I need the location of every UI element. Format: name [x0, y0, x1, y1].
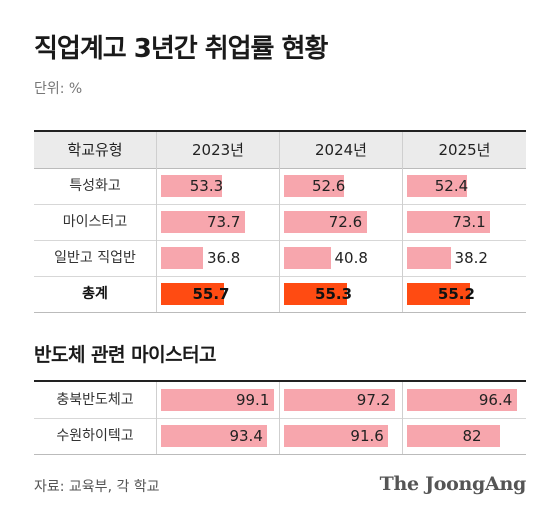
row-divider	[34, 418, 526, 419]
column-divider	[402, 418, 403, 454]
data-label: 52.4	[434, 177, 469, 195]
bar	[284, 211, 367, 233]
table-bottom-rule	[34, 312, 526, 313]
header-school-type: 학교유형	[67, 141, 123, 159]
bar	[161, 389, 274, 411]
bar	[161, 283, 225, 305]
column-divider	[402, 204, 403, 240]
column-divider	[279, 132, 280, 168]
row-label: 수원하이텍고	[56, 428, 134, 444]
column-divider	[279, 168, 280, 204]
column-divider	[279, 382, 280, 418]
row-label: 총계	[82, 286, 108, 302]
data-label: 99.1	[235, 391, 270, 409]
row-label: 일반고 직업반	[54, 250, 136, 266]
bar	[407, 211, 491, 233]
bar	[161, 425, 268, 447]
data-label: 73.7	[207, 213, 241, 231]
bar	[284, 425, 389, 447]
bar	[161, 211, 246, 233]
table-row: 수원하이텍고 93.4 91.6 82	[34, 418, 526, 454]
table-top-rule	[34, 380, 526, 382]
data-label: 36.8	[206, 249, 241, 267]
column-divider	[402, 240, 403, 276]
bar	[407, 247, 451, 269]
column-divider	[156, 240, 157, 276]
column-divider	[156, 382, 157, 418]
total-row: 총계 55.7 55.3 55.2	[34, 276, 526, 312]
column-divider	[279, 418, 280, 454]
table-bottom-rule	[34, 454, 526, 455]
table-row: 충북반도체고 99.1 97.2 96.4	[34, 382, 526, 418]
row-label: 충북반도체고	[56, 392, 134, 408]
column-divider	[402, 382, 403, 418]
column-divider	[156, 418, 157, 454]
bar	[407, 389, 517, 411]
bar	[284, 175, 344, 197]
bar	[407, 425, 501, 447]
bar	[407, 283, 470, 305]
bar	[407, 175, 467, 197]
column-divider	[279, 204, 280, 240]
data-label: 91.6	[350, 427, 384, 445]
semiconductor-table: 충북반도체고 99.1 97.2 96.4 수원하이텍고 93.4 91.6 82	[34, 380, 526, 456]
column-divider	[279, 240, 280, 276]
table-row: 특성화고 53.3 52.6 52.4	[34, 168, 526, 204]
table-header-row: 학교유형 2023년 2024년 2025년	[34, 130, 526, 169]
section-subtitle: 반도체 관련 마이스터고	[34, 344, 217, 366]
data-label: 55.3	[315, 285, 353, 303]
data-label: 55.7	[192, 285, 230, 303]
table-row: 마이스터고 73.7 72.6 73.1	[34, 204, 526, 240]
column-divider	[156, 204, 157, 240]
bar	[284, 389, 395, 411]
bar	[284, 247, 331, 269]
data-label: 93.4	[229, 427, 263, 445]
column-divider	[402, 168, 403, 204]
data-label: 97.2	[356, 391, 391, 409]
data-label: 72.6	[328, 213, 363, 231]
header-year-2025: 2025년	[438, 141, 491, 159]
data-label: 53.3	[189, 177, 224, 195]
column-divider	[156, 132, 157, 168]
table-row: 일반고 직업반 36.8 40.8 38.2	[34, 240, 526, 276]
bar	[161, 175, 222, 197]
column-divider	[279, 276, 280, 312]
header-year-2023: 2023년	[192, 141, 244, 159]
row-divider	[34, 276, 526, 277]
column-divider	[156, 276, 157, 312]
column-divider	[402, 132, 403, 168]
column-divider	[156, 168, 157, 204]
data-label: 73.1	[452, 213, 486, 231]
source-note: 자료: 교육부, 각 학교	[34, 479, 160, 495]
row-label: 마이스터고	[62, 214, 128, 230]
data-label: 96.4	[478, 391, 513, 409]
data-label: 40.8	[334, 249, 368, 267]
data-label: 82	[462, 427, 482, 445]
data-label: 55.2	[437, 285, 475, 303]
bar	[161, 247, 203, 269]
header-year-2024: 2024년	[315, 141, 367, 159]
row-label: 특성화고	[69, 178, 121, 194]
data-label: 52.6	[311, 177, 346, 195]
publisher-logo: The JoongAng	[379, 473, 527, 495]
row-divider	[34, 204, 526, 205]
column-divider	[402, 276, 403, 312]
chart-title: 직업계고 3년간 취업률 현황	[34, 34, 328, 64]
row-divider	[34, 240, 526, 241]
employment-table: 학교유형 2023년 2024년 2025년 특성화고 53.3 52.6 52.4 마…	[34, 130, 526, 313]
unit-label: 단위: %	[34, 81, 83, 97]
bar	[284, 283, 348, 305]
data-label: 38.2	[454, 249, 488, 267]
